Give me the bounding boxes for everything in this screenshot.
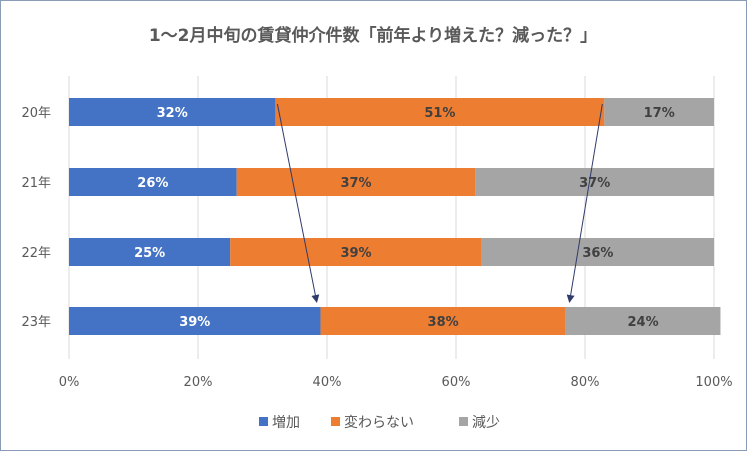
chart-title: 1～2月中旬の賃貸仲介件数「前年より増えた？減った？」 (149, 25, 597, 46)
x-tick-label: 100% (695, 375, 732, 390)
data-label: 36% (582, 246, 613, 261)
data-label: 37% (579, 176, 610, 191)
bar-segment (320, 307, 566, 335)
trend-arrow (276, 103, 320, 303)
bar-segment (69, 238, 231, 266)
x-tick-label: 20% (184, 375, 213, 390)
bar-segment (236, 168, 476, 196)
data-label: 26% (137, 176, 168, 191)
data-label: 32% (157, 106, 188, 121)
bar-segment (69, 98, 276, 126)
data-label: 37% (340, 176, 371, 191)
data-label: 17% (644, 106, 675, 121)
trend-arrow (566, 103, 603, 303)
bar-segment (475, 168, 714, 196)
bar-segment (230, 238, 482, 266)
bar-segment (69, 168, 237, 196)
legend-label: 減少 (472, 414, 500, 431)
data-label: 39% (340, 246, 371, 261)
x-tick-label: 0% (59, 375, 80, 390)
data-label: 24% (627, 315, 658, 330)
data-label: 51% (424, 106, 455, 121)
legend-swatch (459, 417, 468, 426)
bar-segment (565, 307, 721, 335)
bar-segment (69, 307, 321, 335)
y-tick-label: 22年 (21, 246, 51, 261)
y-tick-label: 20年 (21, 106, 51, 121)
bar-segment (481, 238, 714, 266)
x-tick-label: 40% (313, 375, 342, 390)
data-label: 39% (179, 315, 210, 330)
legend-label: 変わらない (344, 414, 414, 431)
x-tick-label: 80% (571, 375, 600, 390)
y-tick-label: 23年 (21, 315, 51, 330)
data-label: 25% (134, 246, 165, 261)
y-tick-label: 21年 (21, 176, 51, 191)
data-label: 38% (428, 315, 459, 330)
bar-segment (604, 98, 714, 126)
bar-segment (275, 98, 605, 126)
legend-swatch (259, 417, 268, 426)
legend-label: 増加 (272, 415, 300, 431)
legend-swatch (331, 417, 340, 426)
x-tick-label: 60% (442, 375, 471, 390)
